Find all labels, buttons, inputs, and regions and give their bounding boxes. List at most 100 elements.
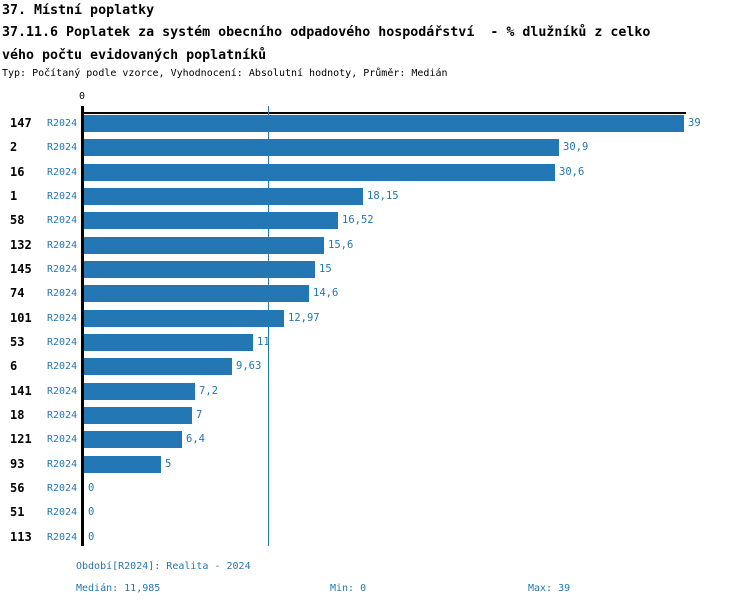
bar-value-label: 0 — [88, 506, 95, 518]
bar[interactable] — [84, 456, 161, 473]
bar-row: 18 R2024 7 — [0, 407, 750, 424]
bar[interactable] — [84, 188, 363, 205]
row-period-label: R2024 — [47, 288, 78, 299]
row-period-label: R2024 — [47, 459, 78, 470]
row-period-label: R2024 — [47, 386, 78, 397]
bar-value-label: 11 — [257, 336, 270, 348]
bar-row: 51 R2024 0 — [0, 504, 750, 521]
indicator-title-line1: 37.11.6 Poplatek za systém obecního odpa… — [2, 25, 651, 40]
bar-row: 58 R2024 16,52 — [0, 212, 750, 229]
bar-value-label: 14,6 — [313, 287, 339, 299]
row-id-label: 121 — [10, 432, 32, 446]
row-period-label: R2024 — [47, 191, 78, 202]
row-id-label: 16 — [10, 165, 25, 179]
bar-row: 113 R2024 0 — [0, 529, 750, 546]
row-id-label: 132 — [10, 238, 32, 252]
bar[interactable] — [84, 310, 284, 327]
bar-value-label: 6,4 — [186, 433, 205, 445]
row-id-label: 147 — [10, 116, 32, 130]
row-id-label: 6 — [10, 359, 18, 373]
bar-value-label: 15 — [319, 263, 332, 275]
bar-row: 141 R2024 7,2 — [0, 383, 750, 400]
row-id-label: 1 — [10, 189, 18, 203]
bar-row: 16 R2024 30,6 — [0, 164, 750, 181]
bar-row: 53 R2024 11 — [0, 334, 750, 351]
row-id-label: 101 — [10, 311, 32, 325]
bar-value-label: 30,9 — [563, 141, 589, 153]
row-id-label: 53 — [10, 335, 25, 349]
indicator-meta: Typ: Počítaný podle vzorce, Vyhodnocení:… — [2, 68, 448, 79]
bar-row: 93 R2024 5 — [0, 456, 750, 473]
bar[interactable] — [84, 383, 195, 400]
bar-value-label: 15,6 — [328, 239, 354, 251]
indicator-title-line2: vého počtu evidovaných poplatníků — [2, 48, 267, 63]
bar-row: 1 R2024 18,15 — [0, 188, 750, 205]
bar[interactable] — [84, 334, 253, 351]
bar[interactable] — [84, 261, 315, 278]
bar-row: 101 R2024 12,97 — [0, 310, 750, 327]
bar-value-label: 7,2 — [199, 385, 218, 397]
row-period-label: R2024 — [47, 434, 78, 445]
bar-value-label: 12,97 — [288, 312, 320, 324]
row-id-label: 51 — [10, 505, 25, 519]
row-period-label: R2024 — [47, 264, 78, 275]
bar-value-label: 5 — [165, 458, 172, 470]
row-period-label: R2024 — [47, 142, 78, 153]
footer-min-value: Min: 0 — [330, 583, 367, 594]
footer-median-value: Medián: 11,985 — [76, 583, 161, 594]
footer-period-info: Období[R2024]: Realita - 2024 — [76, 561, 251, 572]
x-axis-zero-label: 0 — [78, 91, 86, 102]
row-period-label: R2024 — [47, 167, 78, 178]
bar-value-label: 0 — [88, 531, 95, 543]
bar-value-label: 18,15 — [367, 190, 399, 202]
bar[interactable] — [84, 115, 684, 132]
row-id-label: 2 — [10, 140, 18, 154]
row-id-label: 58 — [10, 213, 25, 227]
bar[interactable] — [84, 139, 559, 156]
bar-row: 147 R2024 39 — [0, 115, 750, 132]
row-id-label: 93 — [10, 457, 25, 471]
bar-value-label: 16,52 — [342, 214, 374, 226]
bar[interactable] — [84, 164, 555, 181]
row-id-label: 141 — [10, 384, 32, 398]
category-title: 37. Místní poplatky — [2, 3, 155, 18]
bar-row: 121 R2024 6,4 — [0, 431, 750, 448]
bar-row: 74 R2024 14,6 — [0, 285, 750, 302]
row-period-label: R2024 — [47, 410, 78, 421]
bar-value-label: 30,6 — [559, 166, 585, 178]
bar[interactable] — [84, 431, 182, 448]
x-axis-line — [81, 112, 686, 114]
y-axis-line — [81, 106, 84, 546]
bar-row: 132 R2024 15,6 — [0, 237, 750, 254]
bar-value-label: 39 — [688, 117, 701, 129]
row-period-label: R2024 — [47, 483, 78, 494]
bar-value-label: 7 — [196, 409, 203, 421]
bar[interactable] — [84, 358, 232, 375]
row-period-label: R2024 — [47, 507, 78, 518]
bar[interactable] — [84, 407, 192, 424]
bar-row: 145 R2024 15 — [0, 261, 750, 278]
row-id-label: 145 — [10, 262, 32, 276]
row-period-label: R2024 — [47, 240, 78, 251]
bar-value-label: 9,63 — [236, 360, 262, 372]
row-id-label: 113 — [10, 530, 32, 544]
footer-max-value: Max: 39 — [528, 583, 571, 594]
bar-row: 2 R2024 30,9 — [0, 139, 750, 156]
row-period-label: R2024 — [47, 337, 78, 348]
bar[interactable] — [84, 285, 309, 302]
row-id-label: 56 — [10, 481, 25, 495]
bar-row: 6 R2024 9,63 — [0, 358, 750, 375]
row-period-label: R2024 — [47, 532, 78, 543]
bar[interactable] — [84, 212, 338, 229]
row-id-label: 74 — [10, 286, 25, 300]
row-period-label: R2024 — [47, 118, 78, 129]
bar-row: 56 R2024 0 — [0, 480, 750, 497]
row-id-label: 18 — [10, 408, 25, 422]
bar[interactable] — [84, 237, 324, 254]
bar-value-label: 0 — [88, 482, 95, 494]
row-period-label: R2024 — [47, 313, 78, 324]
row-period-label: R2024 — [47, 215, 78, 226]
row-period-label: R2024 — [47, 361, 78, 372]
